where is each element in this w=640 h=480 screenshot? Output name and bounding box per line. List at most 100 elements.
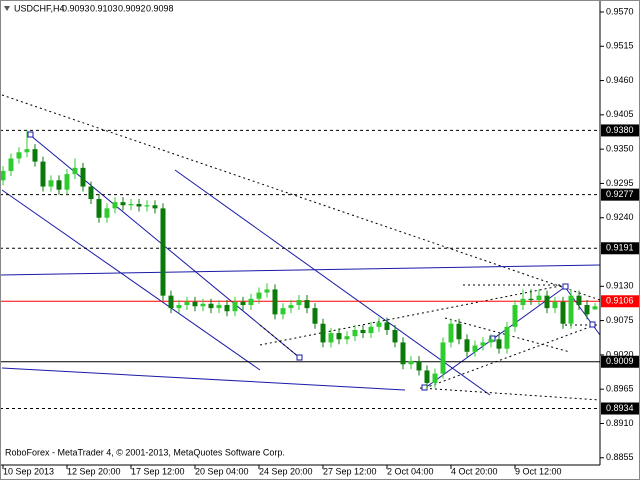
candle-body <box>16 152 22 159</box>
channel-line <box>444 317 571 353</box>
level-label: 0.9106 <box>606 296 634 306</box>
candle-body <box>384 322 390 330</box>
candle-body <box>448 323 454 343</box>
candle-body <box>256 292 262 299</box>
trend-line <box>174 169 491 396</box>
candle-body <box>40 161 46 187</box>
candle-body <box>272 289 278 315</box>
candle-body <box>288 305 294 309</box>
candle-body <box>456 323 462 340</box>
y-tick-label: 0.9130 <box>606 281 634 291</box>
ohlc-open: 0.9093 <box>62 3 90 13</box>
level-label: 0.9380 <box>606 125 634 135</box>
level-box <box>601 188 639 201</box>
resistance-line <box>1 94 601 301</box>
symbol: USDCHF,H4 <box>14 3 65 13</box>
candle-body <box>72 167 78 175</box>
trend-line <box>1 189 261 371</box>
candle-body <box>544 295 550 309</box>
candle-body <box>64 174 70 190</box>
candle-body <box>48 180 54 187</box>
candle-body <box>240 301 246 306</box>
channel-line <box>259 284 566 346</box>
level-box <box>601 355 639 368</box>
candle-body <box>568 295 574 324</box>
levels <box>0 129 600 410</box>
candle-body <box>32 149 38 162</box>
candle-body <box>496 339 502 349</box>
candle-body <box>24 149 30 153</box>
level-box <box>601 242 639 255</box>
candle-body <box>320 323 326 343</box>
candle-body <box>112 202 118 209</box>
x-tick-label: 27 Sep 12:00 <box>323 466 377 476</box>
y-tick-label: 0.9570 <box>606 6 634 16</box>
candle-body <box>408 361 414 365</box>
candle-body <box>360 329 366 334</box>
channel-line <box>419 387 601 401</box>
level-label: 0.8934 <box>606 403 634 413</box>
candle-body <box>136 204 142 207</box>
candle-body <box>304 300 310 309</box>
candles <box>0 130 598 390</box>
candle-body <box>560 301 566 324</box>
ohlc-high: 0.9103 <box>90 3 118 13</box>
level-box <box>601 402 639 415</box>
candle-body <box>352 329 358 337</box>
candle-body <box>8 158 14 171</box>
pivot-marker <box>27 131 34 138</box>
candle-body <box>528 298 534 301</box>
ohlc-close: 0.9098 <box>146 3 174 13</box>
candle-body <box>520 298 526 306</box>
x-tick-label: 9 Oct 12:00 <box>515 466 562 476</box>
candle-body <box>144 205 150 207</box>
y-tick-label: 0.9240 <box>606 212 634 222</box>
candle-body <box>120 202 126 206</box>
candle-body <box>432 373 438 383</box>
level-box <box>601 295 639 308</box>
candle-body <box>504 326 510 349</box>
candle-body <box>368 326 374 334</box>
candle-body <box>480 342 486 346</box>
x-tick-label: 17 Sep 12:00 <box>131 466 185 476</box>
candle-body <box>104 208 110 218</box>
candle-body <box>208 303 214 309</box>
candle-body <box>192 301 198 307</box>
x-tick-label: 2 Oct 04:00 <box>387 466 434 476</box>
candle-body <box>200 303 206 307</box>
level-label: 0.9191 <box>606 243 634 253</box>
candle-body <box>88 186 94 200</box>
pivot-marker <box>296 354 303 361</box>
y-tick-label: 0.9295 <box>606 178 634 188</box>
candle-body <box>552 301 558 309</box>
candle-body <box>248 298 254 306</box>
candle-body <box>296 300 302 306</box>
pivot-marker <box>589 321 596 328</box>
y-tick-label: 0.8855 <box>606 452 634 462</box>
candle-body <box>280 308 286 315</box>
x-tick-label: 10 Sep 2013 <box>3 466 54 476</box>
candle-body <box>576 295 582 306</box>
channel-line <box>424 324 596 389</box>
symbol-icon <box>4 6 10 11</box>
channel-line <box>259 324 301 359</box>
candle-body <box>592 306 598 310</box>
candle-body <box>464 339 470 352</box>
candle-body <box>416 361 422 371</box>
trend-line <box>1 367 406 391</box>
x-tick-label: 12 Sep 20:00 <box>67 466 121 476</box>
candle-body <box>512 305 518 327</box>
y-tick-label: 0.9515 <box>606 41 634 51</box>
pivot-marker <box>421 384 428 391</box>
candle-body <box>344 336 350 340</box>
candle-body <box>584 305 590 315</box>
candle-body <box>224 305 230 312</box>
y-tick-label: 0.9405 <box>606 109 634 119</box>
candle-body <box>472 345 478 352</box>
x-tick-label: 20 Sep 04:00 <box>195 466 249 476</box>
candle-body <box>336 333 342 340</box>
y-tick-label: 0.9460 <box>606 75 634 85</box>
pivot-marker <box>562 283 569 290</box>
candle-body <box>0 170 6 181</box>
